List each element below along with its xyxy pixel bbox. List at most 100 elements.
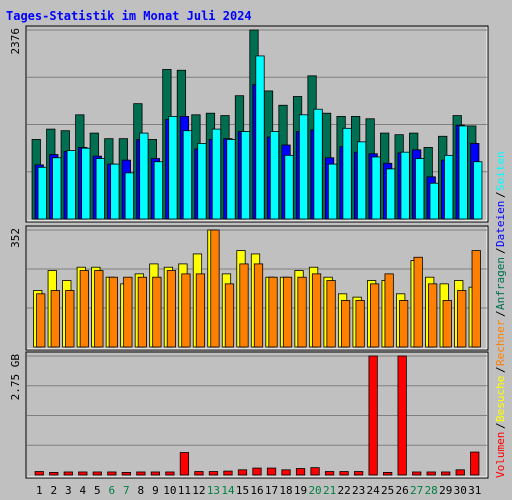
x-tick-label: 29 <box>439 484 452 497</box>
y-max-label-volume: 2.75 GB <box>9 354 22 401</box>
bar-volumen-day-13 <box>208 471 219 476</box>
bar-volumen-day-19 <box>295 468 306 476</box>
bar-rechner-day-18 <box>282 276 293 348</box>
bar-rechner-day-20 <box>311 273 322 348</box>
bar-rechner-day-8 <box>137 276 147 348</box>
legend-besuche: Besuche <box>494 376 507 422</box>
x-tick-label: 25 <box>381 484 394 497</box>
chart-legend: Volumen/Besuche/Rechner/Anfragen/Dateien… <box>494 151 507 478</box>
bar-volumen-day-23 <box>354 471 364 476</box>
bar-rechner-day-11 <box>181 273 191 348</box>
legend-anfragen: Anfragen <box>494 257 507 310</box>
bar-rechner-day-30 <box>457 290 467 348</box>
bar-volumen-day-28 <box>426 471 436 476</box>
bar-volumen-day-30 <box>455 469 465 476</box>
bar-seiten-day-10 <box>168 115 178 220</box>
legend-separator: / <box>494 366 507 373</box>
x-tick-label: 11 <box>178 484 191 497</box>
bar-seiten-day-6 <box>110 163 120 220</box>
bar-rechner-day-4 <box>79 270 89 348</box>
y-max-label-hits: 2376 <box>9 28 22 55</box>
bar-seiten-day-15 <box>240 131 251 220</box>
bar-rechner-day-19 <box>297 276 307 348</box>
x-tick-label: 1 <box>36 484 43 497</box>
legend-separator: / <box>494 310 507 317</box>
bar-volumen-day-17 <box>266 467 277 476</box>
x-tick-label: 4 <box>79 484 86 497</box>
x-tick-label: 27 <box>410 484 423 497</box>
x-axis-day-labels: 1 2 3 4 5 6 7 8 9 10 11 12 13 14 15 16 17 18 19 20 21 22 23 24 2… <box>36 484 481 497</box>
bar-volumen-day-7 <box>121 472 131 476</box>
panel-volume: 2.75 GB <box>9 351 489 479</box>
bar-seiten-day-31 <box>473 161 483 220</box>
bar-rechner-day-23 <box>355 300 365 348</box>
legend-separator: / <box>494 422 507 429</box>
x-tick-label: 30 <box>454 484 467 497</box>
bar-seiten-day-13 <box>211 128 222 220</box>
bar-rechner-day-24 <box>370 283 380 348</box>
bar-rechner-day-2 <box>50 290 60 348</box>
bar-rechner-day-25 <box>384 273 394 348</box>
bar-volumen-day-12 <box>194 471 204 476</box>
bar-seiten-day-24 <box>371 156 381 220</box>
bar-volumen-day-15 <box>237 469 248 476</box>
bar-rechner-day-14 <box>224 283 235 348</box>
bar-rechner-day-28 <box>428 283 438 348</box>
bar-seiten-day-11 <box>182 130 193 220</box>
x-tick-label: 26 <box>396 484 409 497</box>
x-tick-label: 22 <box>337 484 350 497</box>
bar-rechner-day-17 <box>268 276 278 348</box>
bar-rechner-day-10 <box>166 270 177 348</box>
x-tick-label: 8 <box>138 484 145 497</box>
x-tick-label: 20 <box>308 484 321 497</box>
bar-seiten-day-27 <box>415 158 425 220</box>
bar-volumen-day-29 <box>441 471 451 476</box>
bar-seiten-day-28 <box>429 182 439 220</box>
bar-volumen-day-27 <box>412 471 422 476</box>
x-tick-label: 12 <box>192 484 205 497</box>
bar-volumen-day-4 <box>78 471 88 476</box>
x-tick-label: 23 <box>352 484 365 497</box>
bar-rechner-day-15 <box>239 263 249 348</box>
chart-title: Tages-Statistik im Monat Juli 2024 <box>6 9 252 23</box>
bar-seiten-day-2 <box>52 157 62 220</box>
bar-rechner-day-5 <box>94 270 104 348</box>
legend-seiten: Seiten <box>494 151 507 191</box>
bar-rechner-day-13 <box>210 229 220 348</box>
bar-rechner-day-29 <box>442 300 452 348</box>
x-tick-label: 28 <box>425 484 438 497</box>
x-tick-label: 15 <box>236 484 249 497</box>
bar-volumen-day-21 <box>324 471 335 476</box>
bar-volumen-day-1 <box>34 471 44 476</box>
bar-volumen-day-8 <box>136 471 146 476</box>
legend-separator: / <box>494 191 507 198</box>
x-tick-label: 14 <box>221 484 235 497</box>
x-tick-label: 7 <box>123 484 130 497</box>
bar-rechner-day-3 <box>65 290 75 348</box>
x-tick-label: 16 <box>250 484 263 497</box>
x-tick-label: 3 <box>65 484 72 497</box>
bar-volumen-day-2 <box>49 472 59 476</box>
bar-rechner-day-7 <box>123 276 133 348</box>
bar-volumen-day-18 <box>281 469 291 476</box>
bar-rechner-day-26 <box>399 300 409 348</box>
bar-volumen-day-25 <box>383 472 393 476</box>
bar-seiten-day-25 <box>386 168 396 220</box>
legend-dateien: Dateien <box>494 201 507 247</box>
bar-volumen-day-20 <box>310 467 320 476</box>
bar-seiten-day-17 <box>269 131 280 220</box>
x-tick-label: 18 <box>279 484 292 497</box>
x-tick-label: 9 <box>152 484 159 497</box>
bar-seiten-day-23 <box>357 141 367 220</box>
bar-seiten-day-18 <box>284 154 294 220</box>
bar-seiten-day-14 <box>226 139 236 220</box>
x-tick-label: 10 <box>163 484 176 497</box>
bar-rechner-day-16 <box>253 263 264 348</box>
x-tick-label: 19 <box>294 484 307 497</box>
bar-volumen-day-3 <box>63 471 73 476</box>
chart-panels: 2376 352 2.75 GB <box>9 25 489 479</box>
bar-volumen-day-11 <box>179 452 190 476</box>
bar-seiten-day-1 <box>37 166 47 220</box>
bar-seiten-day-4 <box>81 147 91 220</box>
